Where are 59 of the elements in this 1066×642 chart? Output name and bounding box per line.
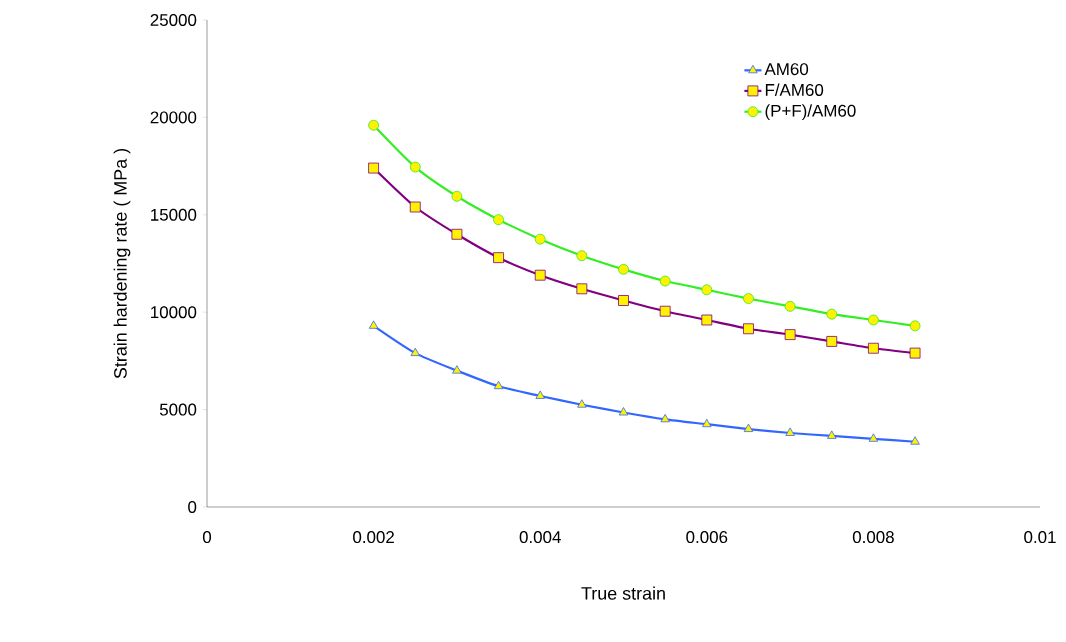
point (368, 119, 380, 131)
point (368, 320, 379, 329)
point (826, 308, 838, 320)
y-tick-label: 20000 (150, 111, 197, 124)
x-tick-label: 0 (202, 531, 212, 544)
point (534, 233, 546, 245)
point (451, 228, 463, 240)
point (826, 336, 838, 347)
legend-label: AM60 (764, 63, 809, 76)
point (493, 380, 504, 390)
y-tick-label: 10000 (151, 306, 197, 319)
point (868, 433, 879, 442)
point (493, 252, 504, 264)
point (534, 269, 546, 281)
point (577, 399, 587, 408)
y-tick-label: 5000 (159, 403, 197, 416)
legend-label: F/AM60 (765, 83, 824, 96)
point (784, 329, 796, 340)
point (743, 323, 754, 335)
point (618, 407, 629, 416)
point (910, 436, 920, 445)
x-axis-title: True strain (581, 586, 665, 600)
x-tick-label: 0.01 (1024, 531, 1056, 544)
point (909, 347, 921, 359)
x-tick-label: 0.008 (852, 531, 894, 544)
point (743, 423, 754, 432)
point (410, 347, 420, 357)
x-tick-label: 0.004 (519, 531, 561, 544)
point (785, 427, 795, 436)
point (701, 314, 713, 326)
point (409, 161, 421, 173)
point (702, 418, 712, 428)
y-tick-label: 0 (188, 501, 197, 513)
y-tick-label: 25000 (150, 14, 197, 26)
point (827, 430, 837, 439)
point (659, 305, 671, 317)
point (576, 283, 588, 295)
point (743, 293, 754, 304)
point (784, 300, 796, 312)
point (576, 250, 588, 262)
y-tick-label: 15000 (151, 208, 197, 221)
point (493, 214, 504, 226)
point (368, 162, 380, 174)
point (618, 295, 629, 306)
legend-label: (P+F)/AM60 (765, 104, 856, 121)
y-axis-title: Strain hardening rate ( MPa ) (113, 149, 131, 379)
point (660, 413, 670, 423)
point (701, 284, 713, 296)
x-tick-label: 0.002 (353, 531, 394, 544)
point (409, 201, 421, 213)
point (868, 314, 879, 326)
point (618, 263, 629, 275)
point (535, 390, 545, 399)
point (452, 365, 462, 374)
x-tick-label: 0.006 (686, 531, 728, 544)
point (909, 320, 921, 332)
point (659, 275, 671, 287)
point (868, 342, 879, 354)
point (451, 190, 463, 202)
